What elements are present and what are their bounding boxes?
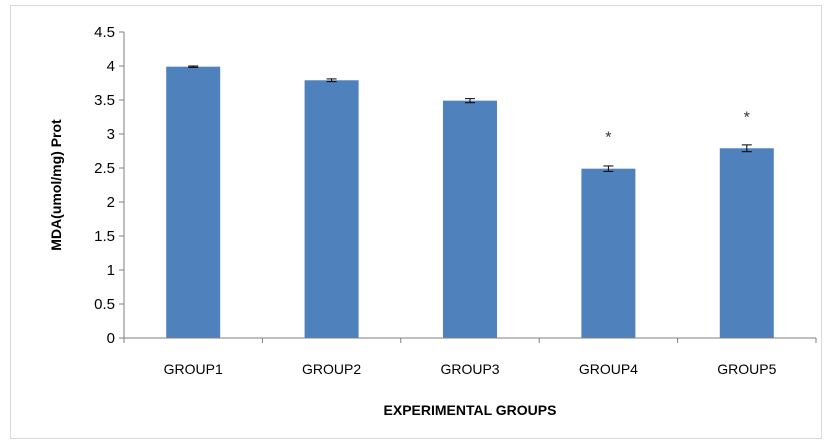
x-category-label: GROUP5: [717, 361, 776, 377]
y-tick-label: 2: [107, 194, 115, 211]
y-tick-label: 4: [107, 58, 115, 75]
bar-group1: [166, 66, 221, 339]
x-category-label: GROUP3: [440, 361, 499, 377]
y-axis-title: MDA(umol/mg) Prot: [48, 119, 64, 251]
y-tick-label: 3: [107, 126, 115, 143]
bar-group3: [443, 100, 497, 339]
significance-marker: *: [605, 130, 611, 147]
bars: **: [166, 65, 774, 339]
bar-group5: [719, 148, 774, 338]
y-tick-label: 0: [107, 330, 115, 347]
x-category-label: GROUP1: [164, 361, 223, 377]
y-tick-label: 2.5: [94, 160, 115, 177]
x-axis-title: EXPERIMENTAL GROUPS: [384, 402, 557, 418]
y-tick-label: 4.5: [94, 24, 115, 41]
chart-frame: [10, 5, 822, 439]
x-category-label: GROUP2: [302, 361, 361, 377]
x-axis-categories: GROUP1 GROUP2 GROUP3 GROUP4 GROUP5: [123, 338, 817, 377]
significance-marker: *: [744, 109, 750, 126]
x-category-label: GROUP4: [579, 361, 638, 377]
y-tick-label: 1.5: [94, 228, 115, 245]
y-tick-label: 1: [107, 262, 115, 279]
bar-group4: [581, 168, 636, 338]
y-axis-ticks: 0 0.5 1 1.5 2 2.5 3 3.5 4 4.5: [94, 24, 124, 347]
y-tick-label: 0.5: [94, 296, 115, 313]
bar-group2: [304, 80, 359, 338]
y-tick-label: 3.5: [94, 92, 115, 109]
